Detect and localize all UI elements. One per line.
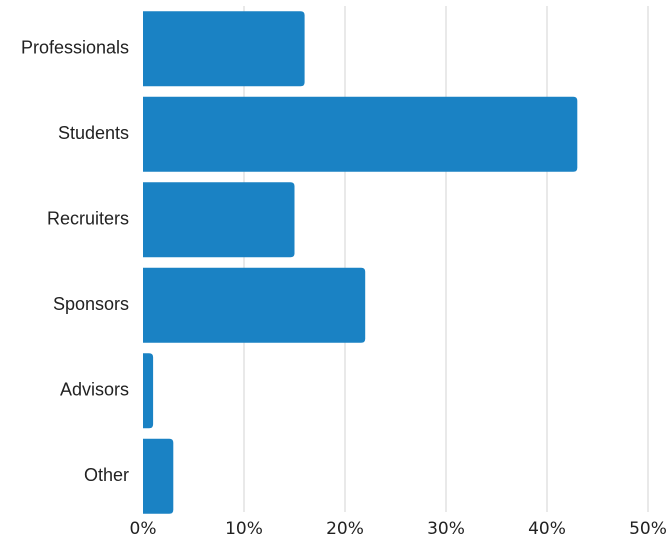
x-tick-label: 10% (225, 519, 263, 539)
category-label: Advisors (60, 380, 129, 400)
category-label: Other (84, 465, 129, 485)
gridlines (243, 6, 649, 512)
bar-sponsors (143, 267, 366, 343)
bars (143, 11, 578, 514)
x-tick-label: 20% (326, 519, 364, 539)
category-label: Recruiters (47, 209, 129, 229)
category-label: Professionals (21, 38, 129, 58)
x-tick-label: 30% (427, 519, 465, 539)
x-tick-label: 50% (629, 519, 667, 539)
category-label: Students (58, 123, 129, 143)
bar-advisors (143, 353, 154, 429)
x-tick-label: 40% (528, 519, 566, 539)
bar-other (143, 438, 174, 514)
category-labels: Professionals Students Recruiters Sponsors A… (21, 38, 129, 486)
x-axis-tick-labels: 0% 10% 20% 30% 40% 50% (130, 519, 667, 539)
bar-professionals (143, 11, 305, 87)
bar-students (143, 96, 578, 172)
x-tick-label: 0% (130, 519, 157, 539)
bar-recruiters (143, 182, 295, 258)
category-label: Sponsors (53, 294, 129, 314)
